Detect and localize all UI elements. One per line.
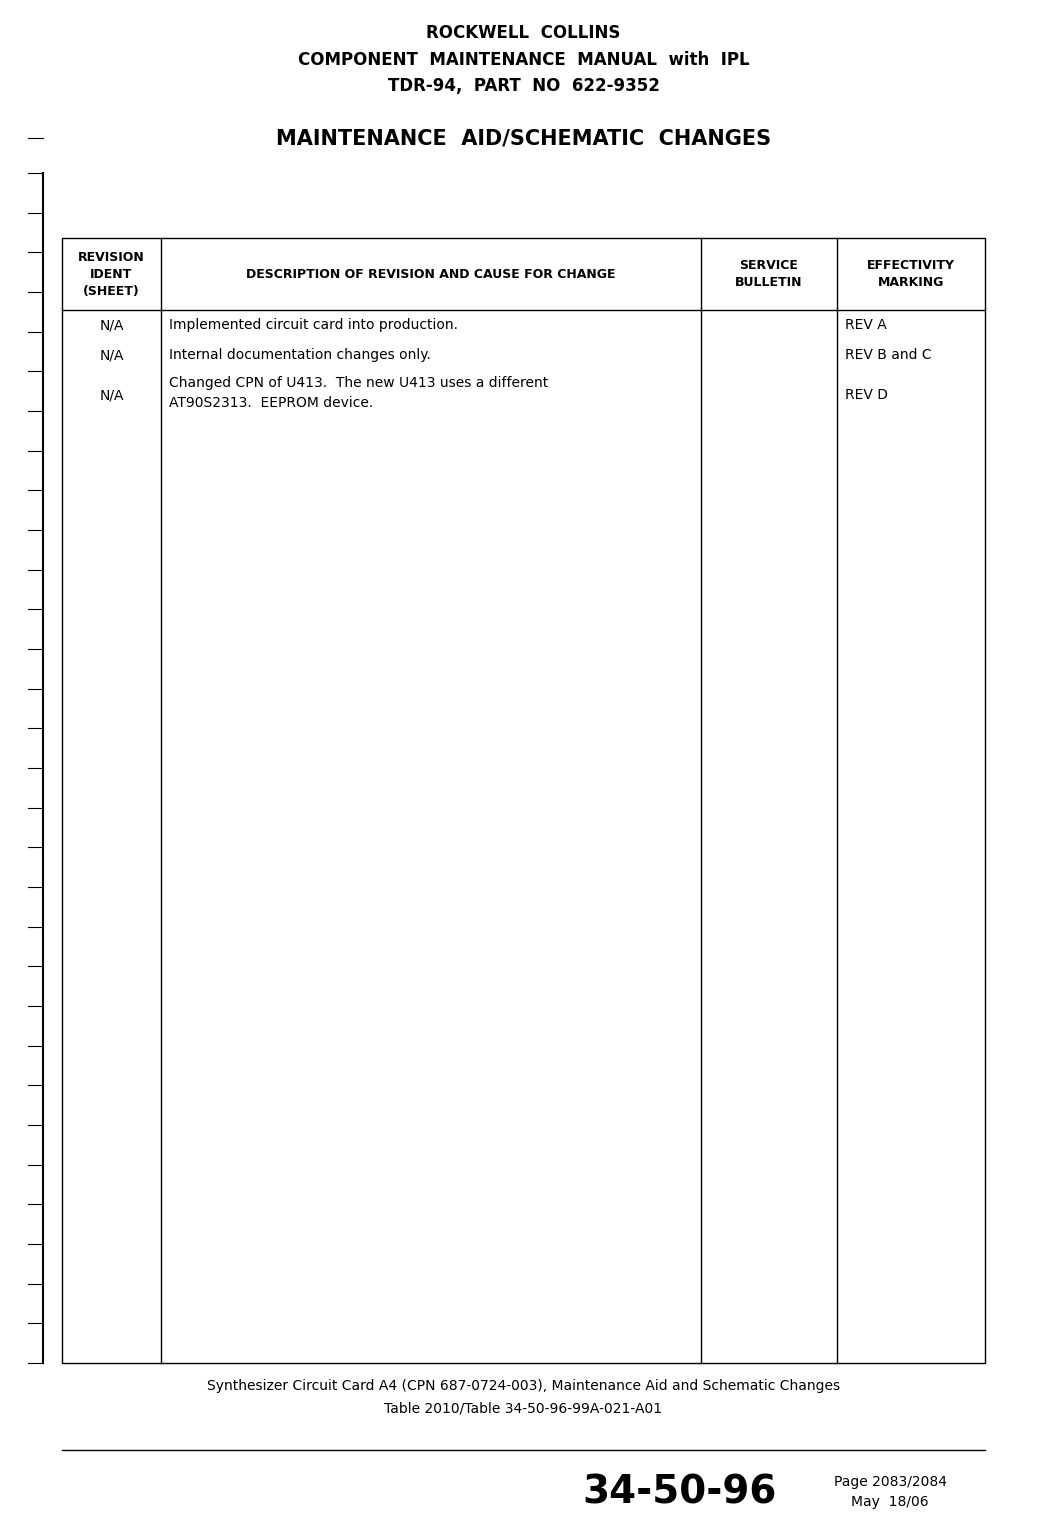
Text: Internal documentation changes only.: Internal documentation changes only. <box>169 348 430 361</box>
Text: REVISION
IDENT
(SHEET): REVISION IDENT (SHEET) <box>79 251 144 297</box>
Text: Changed CPN of U413.  The new U413 uses a different
AT90S2313.  EEPROM device.: Changed CPN of U413. The new U413 uses a… <box>169 375 548 409</box>
Text: Table 2010/Table 34-50-96-99A-021-A01: Table 2010/Table 34-50-96-99A-021-A01 <box>384 1401 663 1415</box>
Text: N/A: N/A <box>99 348 124 361</box>
Text: MAINTENANCE  AID/SCHEMATIC  CHANGES: MAINTENANCE AID/SCHEMATIC CHANGES <box>276 128 771 148</box>
Text: REV A: REV A <box>845 318 887 332</box>
Text: Synthesizer Circuit Card A4 (CPN 687-0724-003), Maintenance Aid and Schematic Ch: Synthesizer Circuit Card A4 (CPN 687-072… <box>207 1380 840 1393</box>
Text: 34-50-96: 34-50-96 <box>583 1473 777 1512</box>
Text: TDR-94,  PART  NO  622-9352: TDR-94, PART NO 622-9352 <box>387 77 660 95</box>
Text: DESCRIPTION OF REVISION AND CAUSE FOR CHANGE: DESCRIPTION OF REVISION AND CAUSE FOR CH… <box>246 268 616 280</box>
Text: SERVICE
BULLETIN: SERVICE BULLETIN <box>735 258 803 289</box>
Text: ROCKWELL  COLLINS: ROCKWELL COLLINS <box>426 25 621 42</box>
Text: COMPONENT  MAINTENANCE  MANUAL  with  IPL: COMPONENT MAINTENANCE MANUAL with IPL <box>297 51 750 69</box>
Text: Implemented circuit card into production.: Implemented circuit card into production… <box>169 318 458 332</box>
Text: EFFECTIVITY
MARKING: EFFECTIVITY MARKING <box>867 258 955 289</box>
Bar <box>62 238 985 1363</box>
Text: May  18/06: May 18/06 <box>851 1495 929 1509</box>
Text: REV B and C: REV B and C <box>845 348 932 361</box>
Text: N/A: N/A <box>99 318 124 332</box>
Text: REV D: REV D <box>845 388 888 401</box>
Text: N/A: N/A <box>99 388 124 401</box>
Text: Page 2083/2084: Page 2083/2084 <box>833 1475 946 1489</box>
